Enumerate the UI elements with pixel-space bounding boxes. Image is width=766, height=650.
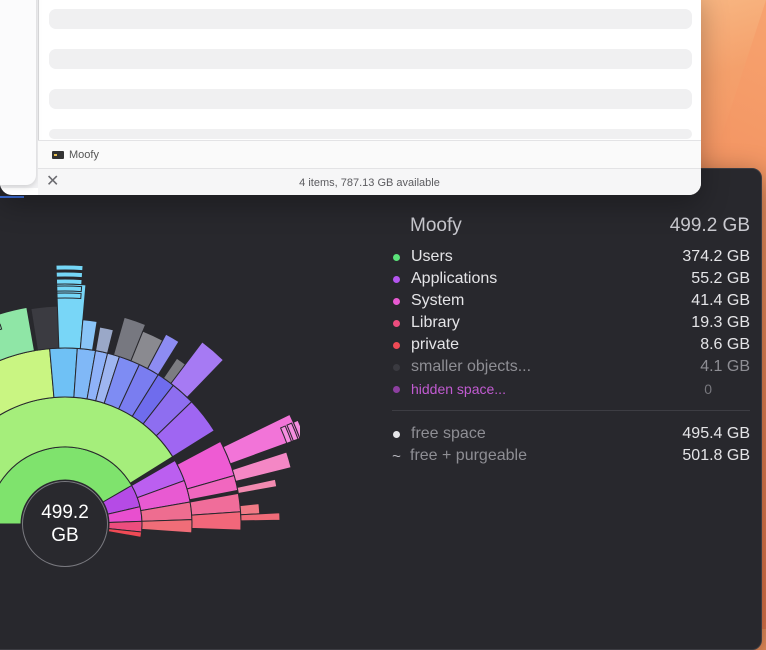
row-label: Library (411, 314, 460, 331)
drive-icon (52, 151, 64, 159)
segment-pink-stack[interactable] (279, 425, 293, 444)
segment-system-deep[interactable] (231, 451, 292, 483)
row-size: 19.3 GB (691, 314, 750, 331)
finder-sidebar (0, 0, 39, 188)
segment-cyan-stack[interactable] (56, 292, 82, 300)
segment-private-grandchild[interactable] (191, 511, 242, 531)
status-bar: ✕ 4 items, 787.13 GB available (38, 168, 701, 195)
free-space-row: free space 495.4 GB (392, 423, 750, 445)
volume-size: 499.2 GB (669, 215, 750, 236)
segment-indigo-deep[interactable] (146, 333, 180, 376)
segment-private-child[interactable] (141, 519, 193, 534)
tilde-icon: ~ (392, 447, 401, 465)
volume-name: Moofy (410, 215, 462, 236)
folder-row-smaller-objects[interactable]: smaller objects... 4.1 GB (392, 356, 750, 378)
volume-header: Moofy 499.2 GB (392, 210, 750, 242)
free-purgeable-row: ~ free + purgeable 501.8 GB (392, 445, 750, 467)
folder-row-applications[interactable]: Applications 55.2 GB (392, 268, 750, 290)
library-dot-icon (393, 319, 400, 327)
row-size: 0 (704, 381, 712, 397)
row-size: 8.6 GB (700, 336, 750, 353)
row-size: 55.2 GB (691, 270, 750, 287)
row-size: 501.8 GB (682, 447, 750, 464)
segment-private-deep[interactable] (240, 512, 281, 522)
status-text: 4 items, 787.13 GB available (299, 176, 440, 189)
close-icon[interactable]: ✕ (46, 173, 60, 190)
row-label: free space (411, 425, 486, 442)
segment-pink-stack[interactable] (286, 422, 299, 442)
loading-row-placeholder (49, 129, 692, 139)
row-size: 374.2 GB (682, 248, 750, 265)
loading-row-placeholder (49, 49, 692, 69)
segment-pink-stack[interactable] (292, 419, 300, 440)
segment-gray[interactable] (94, 326, 114, 354)
folder-row-system[interactable]: System 41.4 GB (392, 290, 750, 312)
folder-list: Users 374.2 GB Applications 55.2 GB Syst… (392, 246, 750, 400)
applications-dot-icon (393, 275, 400, 283)
segment-violet-deep[interactable] (170, 341, 225, 399)
center-value: 499.2 (41, 502, 89, 523)
path-bar: Moofy (38, 140, 701, 169)
size-summary-panel: Moofy 499.2 GB Users 374.2 GB Applicatio… (392, 210, 750, 467)
smaller-objects-dot-icon (393, 363, 400, 371)
segment-cyan-stack[interactable] (55, 264, 84, 272)
users-dot-icon (393, 253, 400, 261)
path-item-moofy[interactable]: Moofy (69, 149, 99, 161)
segment-cyan[interactable] (49, 347, 78, 399)
row-label: System (411, 292, 465, 309)
row-size: 4.1 GB (700, 358, 750, 375)
center-unit: GB (51, 525, 79, 546)
loading-row-placeholder (49, 89, 692, 109)
segment-cyan-stack[interactable] (56, 285, 83, 293)
window-edge-accent (0, 196, 24, 198)
folder-row-users[interactable]: Users 374.2 GB (392, 246, 750, 268)
hidden-space-link[interactable]: hidden space... (411, 381, 506, 397)
segment-private[interactable] (107, 528, 143, 538)
segment-cyan-stack[interactable] (55, 278, 83, 286)
sunburst-chart[interactable] (0, 195, 300, 629)
loading-row-placeholder (49, 9, 692, 29)
sunburst-svg[interactable] (0, 195, 300, 629)
row-label: private (411, 336, 460, 353)
segment-private-deep[interactable] (239, 503, 261, 516)
row-size: 41.4 GB (691, 292, 750, 309)
segment-cyan-stack[interactable] (55, 271, 84, 279)
private-dot-icon (393, 341, 400, 349)
row-size: 495.4 GB (682, 425, 750, 442)
segment-blue-deep[interactable] (79, 319, 98, 351)
free-space-dot-icon (393, 430, 400, 438)
divider (392, 410, 750, 411)
folder-row-hidden-space[interactable]: hidden space... 0 (392, 378, 750, 400)
sunburst-center-total[interactable]: 499.2 GB (22, 481, 108, 567)
system-dot-icon (393, 297, 400, 305)
folder-row-library[interactable]: Library 19.3 GB (392, 312, 750, 334)
row-label: Users (411, 248, 453, 265)
folder-row-private[interactable]: private 8.6 GB (392, 334, 750, 356)
hidden-space-dot-icon (393, 385, 400, 393)
row-label: smaller objects... (411, 358, 532, 375)
segment-violet[interactable] (155, 401, 215, 458)
segment-library-deep[interactable] (236, 478, 278, 495)
segment-green-stack[interactable] (0, 323, 3, 336)
row-label: free + purgeable (410, 447, 527, 464)
sidebar-panel (0, 0, 36, 185)
row-label: Applications (411, 270, 498, 287)
finder-window: Moofy ✕ 4 items, 787.13 GB available (0, 0, 701, 195)
segment-users-deep[interactable] (0, 306, 36, 363)
